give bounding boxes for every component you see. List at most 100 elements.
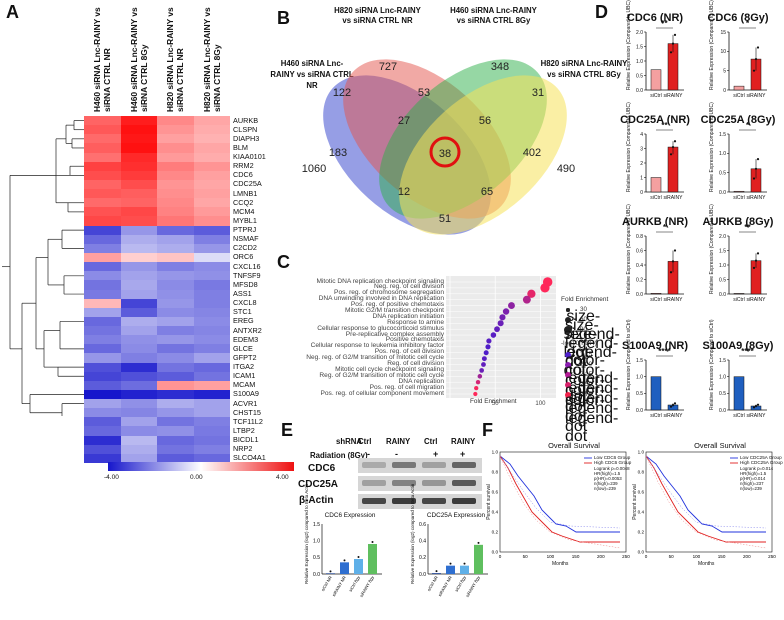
heatmap-cell bbox=[193, 298, 230, 309]
survival-legend-high: High CDC6 Group bbox=[594, 460, 632, 465]
survival-stat: Logrank p=0.0048 bbox=[594, 466, 630, 471]
bar-group-label: siCtrl bbox=[650, 297, 661, 303]
heatmap-cell bbox=[84, 116, 121, 126]
panel-label-b: B bbox=[277, 8, 290, 28]
survival-xlabel: Months bbox=[552, 561, 569, 567]
[object HTMLDivElement]: size-legend-dot bbox=[565, 317, 619, 370]
bar-tick-label: 1.0 bbox=[719, 151, 726, 157]
dotplot-point bbox=[481, 356, 487, 362]
wb-band-cdc25a: CDC25A bbox=[298, 479, 339, 490]
heatmap-cell bbox=[120, 262, 157, 272]
bar-ctrl bbox=[650, 69, 662, 91]
heatmap-cell bbox=[157, 289, 194, 300]
heatmap-cell bbox=[157, 170, 194, 181]
bar-tick-label: 1.0 bbox=[719, 374, 726, 380]
wb-quant-point bbox=[357, 556, 360, 558]
bar-tick-label: 0.0 bbox=[636, 292, 643, 298]
heatmap-cell bbox=[193, 243, 230, 254]
enrichment-term: Pos. reg. of cell division bbox=[374, 348, 444, 356]
panel-label-e: E bbox=[281, 420, 294, 440]
bar-y-label: Relative Expression (Compared to UBC) bbox=[626, 0, 632, 90]
heatmap-cell bbox=[120, 298, 157, 309]
heatmap-cell bbox=[84, 417, 121, 427]
bar-point bbox=[752, 406, 756, 409]
heatmap-cell bbox=[157, 335, 194, 345]
bar-tick-label: 1.5 bbox=[636, 358, 643, 364]
venn-label-top-right: H460 siRNA Lnc-RAINY vs siRNA CTRL 8Gy bbox=[450, 6, 537, 25]
heatmap-cell bbox=[193, 362, 230, 373]
bar-tick-label: 15 bbox=[720, 30, 726, 36]
heatmap-cell bbox=[120, 225, 157, 236]
wb-quant-ylabel: Relative Expression (log2) compared to B… bbox=[304, 483, 309, 584]
bar-tick-label: 0.0 bbox=[719, 190, 726, 196]
heatmap-gene-label: KIAA0101 bbox=[233, 152, 266, 162]
heatmap-cell bbox=[157, 262, 194, 272]
heatmap-gene-label: CCQ2 bbox=[233, 197, 254, 207]
heatmap-cell bbox=[120, 326, 157, 336]
bar-tick-label: 1.5 bbox=[719, 358, 726, 364]
enrichment-term: Pre-replicative complex assembly bbox=[345, 330, 444, 338]
heatmap-column-header: H460 siRNA Lnc-RAINY vs siRNA CTRL 8Gy bbox=[128, 7, 149, 112]
bar-tick-label: 0 bbox=[640, 190, 643, 196]
dotplot-point bbox=[502, 308, 510, 315]
survival-xtick: 150 bbox=[718, 554, 726, 559]
heatmap-cell bbox=[84, 353, 121, 363]
wb-quant-bar bbox=[432, 573, 441, 574]
bar-tick-label: 2.0 bbox=[636, 30, 643, 36]
survival-xtick: 250 bbox=[768, 554, 776, 559]
venn-count: 183 bbox=[329, 147, 347, 159]
heatmap-cell bbox=[157, 435, 194, 446]
bar-tick-label: 0.5 bbox=[719, 170, 726, 176]
survival-frame bbox=[499, 451, 627, 553]
dotplot-point bbox=[479, 368, 484, 373]
venn-count: 402 bbox=[523, 147, 541, 159]
bar-chart: 0.0 0.5 1.0 1.5 2.0 ** siCtrl siRAINY bbox=[719, 223, 767, 303]
heatmap-cell bbox=[157, 134, 194, 144]
heatmap-cell bbox=[193, 289, 230, 300]
heatmap-cell bbox=[120, 152, 157, 163]
survival-title: Overall Survival bbox=[694, 441, 746, 450]
dotplot-background bbox=[446, 276, 556, 398]
heatmap-cell bbox=[157, 243, 194, 254]
bar-point bbox=[756, 158, 760, 161]
blot-band bbox=[452, 480, 476, 486]
venn-label-left: H460 siRNA Lnc-RAINY vs siRNA CTRL NR bbox=[270, 59, 354, 90]
bar-tick-label: 5 bbox=[723, 68, 726, 74]
sig-stars: ** bbox=[661, 121, 668, 130]
wb-tick-label: 0.6 bbox=[419, 522, 426, 528]
bar-chart: 0.0 0.5 1.0 1.5 **** siCtrl siRAINY bbox=[636, 347, 684, 419]
bar-point bbox=[752, 177, 756, 180]
heatmap-cell bbox=[120, 280, 157, 290]
bar-chart-title: AURKB (8Gy) bbox=[702, 216, 774, 228]
dotplot-point bbox=[477, 374, 483, 379]
bar-group-label: siRAINY bbox=[664, 297, 684, 303]
heatmap-scale-max: 4.00 bbox=[276, 474, 289, 481]
bar-point bbox=[673, 402, 677, 405]
dotplot-point bbox=[540, 283, 550, 293]
blot-strip bbox=[358, 476, 482, 491]
heatmap-cell bbox=[193, 225, 230, 236]
heatmap-cell bbox=[193, 316, 230, 327]
heatmap-cell bbox=[120, 371, 157, 382]
panel-label-a: A bbox=[6, 2, 19, 22]
heatmap-cell bbox=[84, 262, 121, 272]
heatmap-gene-label: ICAM1 bbox=[233, 371, 256, 381]
wb-quant-point bbox=[435, 570, 438, 573]
heatmap-cell bbox=[157, 389, 194, 400]
bar-point bbox=[673, 140, 677, 143]
heatmap-cell bbox=[84, 271, 121, 281]
heatmap-cell bbox=[157, 426, 194, 436]
heatmap-cell bbox=[193, 389, 230, 400]
heatmap-gene-label: CHST15 bbox=[233, 407, 261, 417]
heatmap-gene-label: MCM4 bbox=[233, 206, 255, 216]
heatmap-gene-label: EDEM3 bbox=[233, 334, 259, 344]
bar-ctrl bbox=[733, 85, 745, 91]
heatmap-cell bbox=[193, 252, 230, 263]
heatmap-cell bbox=[157, 152, 194, 163]
sig-stars: **** bbox=[658, 347, 671, 356]
enrichment-term: Mitotic G2/M transition checkpoint bbox=[345, 306, 444, 314]
heatmap-gene-label: CLSPN bbox=[233, 124, 258, 134]
color-legend-label: 2.25 bbox=[580, 371, 593, 378]
wb-quant-bar bbox=[474, 544, 483, 574]
wb-quant-cat: siRAINY NR bbox=[437, 575, 453, 597]
